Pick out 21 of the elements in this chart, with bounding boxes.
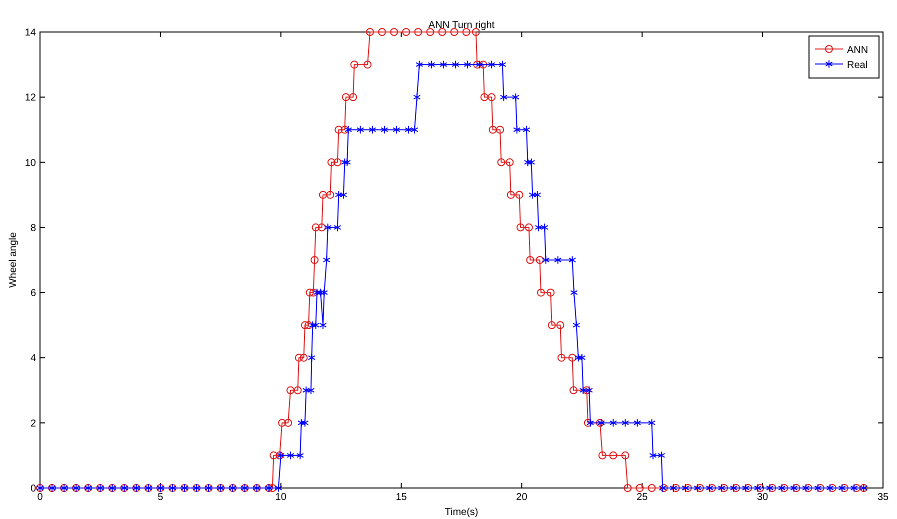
x-tick-label: 15 <box>396 492 408 503</box>
y-tick-label: 12 <box>24 92 36 104</box>
y-tick-label: 0 <box>30 484 36 494</box>
x-tick-label: 35 <box>877 492 889 503</box>
y-tick-label: 4 <box>30 353 36 364</box>
y-tick-label: 6 <box>30 288 36 300</box>
chart-title: ANN Turn right <box>428 20 495 31</box>
y-tick-label: 10 <box>24 158 36 169</box>
y-axis-title: Wheel angle <box>8 232 19 288</box>
legend-label: Real <box>847 60 868 71</box>
x-tick-label: 30 <box>757 492 769 503</box>
legend-label: ANN <box>847 45 868 56</box>
y-tick-label: 8 <box>30 222 36 234</box>
x-tick-label: 10 <box>275 492 287 503</box>
y-tick-label: 14 <box>24 28 36 38</box>
x-axis-title: Time(s) <box>444 507 478 518</box>
y-tick-label: 2 <box>30 418 36 430</box>
x-tick-label: 25 <box>636 492 648 503</box>
x-tick-label: 5 <box>158 492 164 503</box>
x-tick-label: 20 <box>516 492 528 503</box>
x-tick-label: 0 <box>37 492 44 503</box>
